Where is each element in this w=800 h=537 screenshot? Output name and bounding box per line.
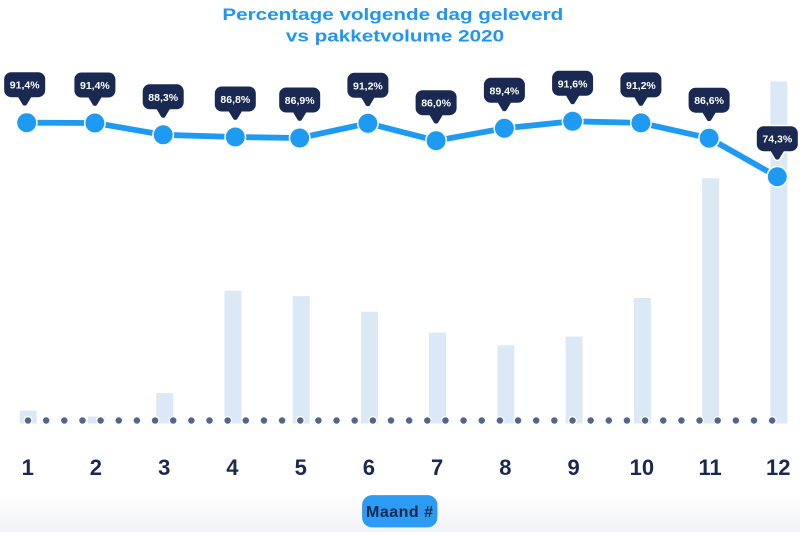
svg-text:91,6%: 91,6% <box>558 78 588 90</box>
svg-text:91,2%: 91,2% <box>626 80 656 92</box>
svg-text:7: 7 <box>431 455 443 480</box>
svg-text:Maand #: Maand # <box>366 504 434 521</box>
svg-text:4: 4 <box>226 455 239 480</box>
svg-text:12: 12 <box>766 455 790 480</box>
svg-text:10: 10 <box>630 455 654 480</box>
svg-text:11: 11 <box>698 455 721 480</box>
svg-text:5: 5 <box>295 455 307 480</box>
svg-text:6: 6 <box>363 455 375 480</box>
svg-text:3: 3 <box>158 455 170 480</box>
svg-text:2: 2 <box>90 455 102 480</box>
svg-text:88,3%: 88,3% <box>148 92 178 104</box>
svg-text:74,3%: 74,3% <box>762 134 792 146</box>
svg-text:86,8%: 86,8% <box>220 94 250 106</box>
svg-text:86,6%: 86,6% <box>694 95 724 107</box>
svg-text:8: 8 <box>499 455 511 480</box>
svg-text:86,0%: 86,0% <box>421 98 451 110</box>
svg-text:91,2%: 91,2% <box>353 80 383 92</box>
svg-text:Percentage volgende dag geleve: Percentage volgende dag geleverd <box>222 6 563 25</box>
svg-text:1: 1 <box>22 455 34 480</box>
svg-text:91,4%: 91,4% <box>10 80 40 92</box>
svg-text:86,9%: 86,9% <box>285 95 315 107</box>
svg-text:89,4%: 89,4% <box>490 85 520 97</box>
svg-text:vs pakketvolume 2020: vs pakketvolume 2020 <box>286 27 504 46</box>
svg-text:91,4%: 91,4% <box>80 80 110 92</box>
svg-text:9: 9 <box>567 455 579 480</box>
